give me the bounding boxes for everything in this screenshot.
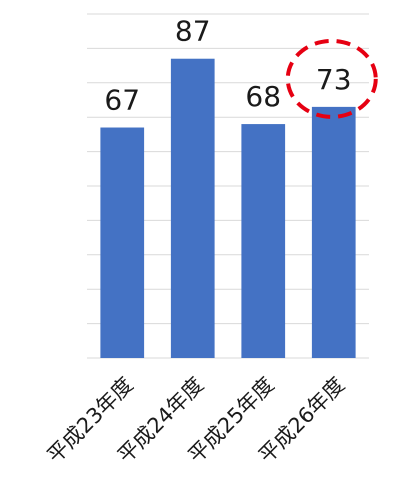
data-label-4: 73 bbox=[316, 63, 352, 96]
bar-1 bbox=[100, 127, 145, 359]
bars bbox=[100, 58, 356, 359]
bar-2 bbox=[170, 58, 215, 358]
highlight-circle bbox=[285, 38, 378, 119]
data-label-2: 87 bbox=[175, 15, 211, 48]
bar-4 bbox=[311, 106, 356, 358]
bar-3 bbox=[241, 124, 286, 358]
data-label-1: 67 bbox=[104, 84, 140, 117]
data-label-3: 68 bbox=[245, 80, 281, 113]
data-labels: 67 87 68 73 bbox=[104, 15, 351, 117]
